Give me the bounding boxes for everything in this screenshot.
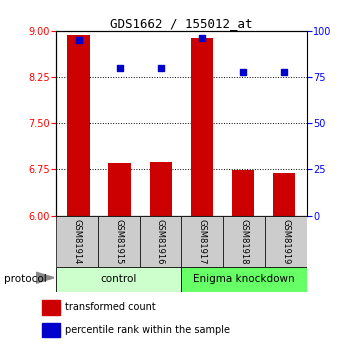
Bar xyxy=(43,323,60,337)
Point xyxy=(281,69,287,75)
Text: protocol: protocol xyxy=(4,274,46,284)
Text: percentile rank within the sample: percentile rank within the sample xyxy=(65,325,230,335)
Bar xyxy=(181,267,307,292)
Bar xyxy=(232,170,255,216)
Bar xyxy=(273,173,295,216)
Text: GSM81916: GSM81916 xyxy=(156,219,165,264)
Title: GDS1662 / 155012_at: GDS1662 / 155012_at xyxy=(110,17,253,30)
Bar xyxy=(140,216,181,267)
Bar xyxy=(56,267,181,292)
Text: control: control xyxy=(100,275,137,284)
Text: GSM81918: GSM81918 xyxy=(240,219,249,264)
Text: transformed count: transformed count xyxy=(65,303,156,313)
Bar xyxy=(181,216,223,267)
Text: GSM81919: GSM81919 xyxy=(282,219,291,264)
Bar xyxy=(223,216,265,267)
Bar xyxy=(98,216,140,267)
Bar xyxy=(149,162,172,216)
Bar xyxy=(68,35,90,216)
Text: GSM81915: GSM81915 xyxy=(114,219,123,264)
Point xyxy=(117,65,123,71)
Bar xyxy=(56,216,98,267)
Polygon shape xyxy=(36,272,54,283)
Text: Enigma knockdown: Enigma knockdown xyxy=(193,275,295,284)
Bar xyxy=(265,216,307,267)
Point xyxy=(240,69,246,75)
Bar xyxy=(108,163,131,216)
Point xyxy=(199,36,205,41)
Text: GSM81917: GSM81917 xyxy=(198,219,207,264)
Text: GSM81914: GSM81914 xyxy=(72,219,81,264)
Point xyxy=(158,65,164,71)
Point xyxy=(76,38,82,43)
Bar xyxy=(43,300,60,315)
Bar xyxy=(191,38,213,216)
